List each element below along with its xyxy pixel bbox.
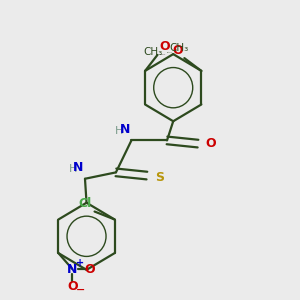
Text: O: O [67, 280, 78, 293]
Text: N: N [119, 123, 130, 136]
Text: O: O [159, 40, 169, 53]
Text: N: N [67, 262, 77, 275]
Text: +: + [76, 258, 84, 268]
Text: Cl: Cl [78, 197, 92, 210]
Text: CH₃: CH₃ [170, 43, 189, 53]
Text: O: O [84, 262, 95, 275]
Text: O: O [172, 44, 183, 56]
Text: methoxy: methoxy [167, 52, 174, 53]
Text: H: H [115, 126, 124, 136]
Text: H: H [69, 164, 77, 174]
Text: O: O [206, 137, 216, 150]
Text: S: S [154, 171, 164, 184]
Text: methoxy: methoxy [160, 54, 166, 55]
Text: CH₃: CH₃ [143, 46, 163, 56]
Text: −: − [75, 285, 85, 295]
Text: N: N [73, 161, 83, 174]
